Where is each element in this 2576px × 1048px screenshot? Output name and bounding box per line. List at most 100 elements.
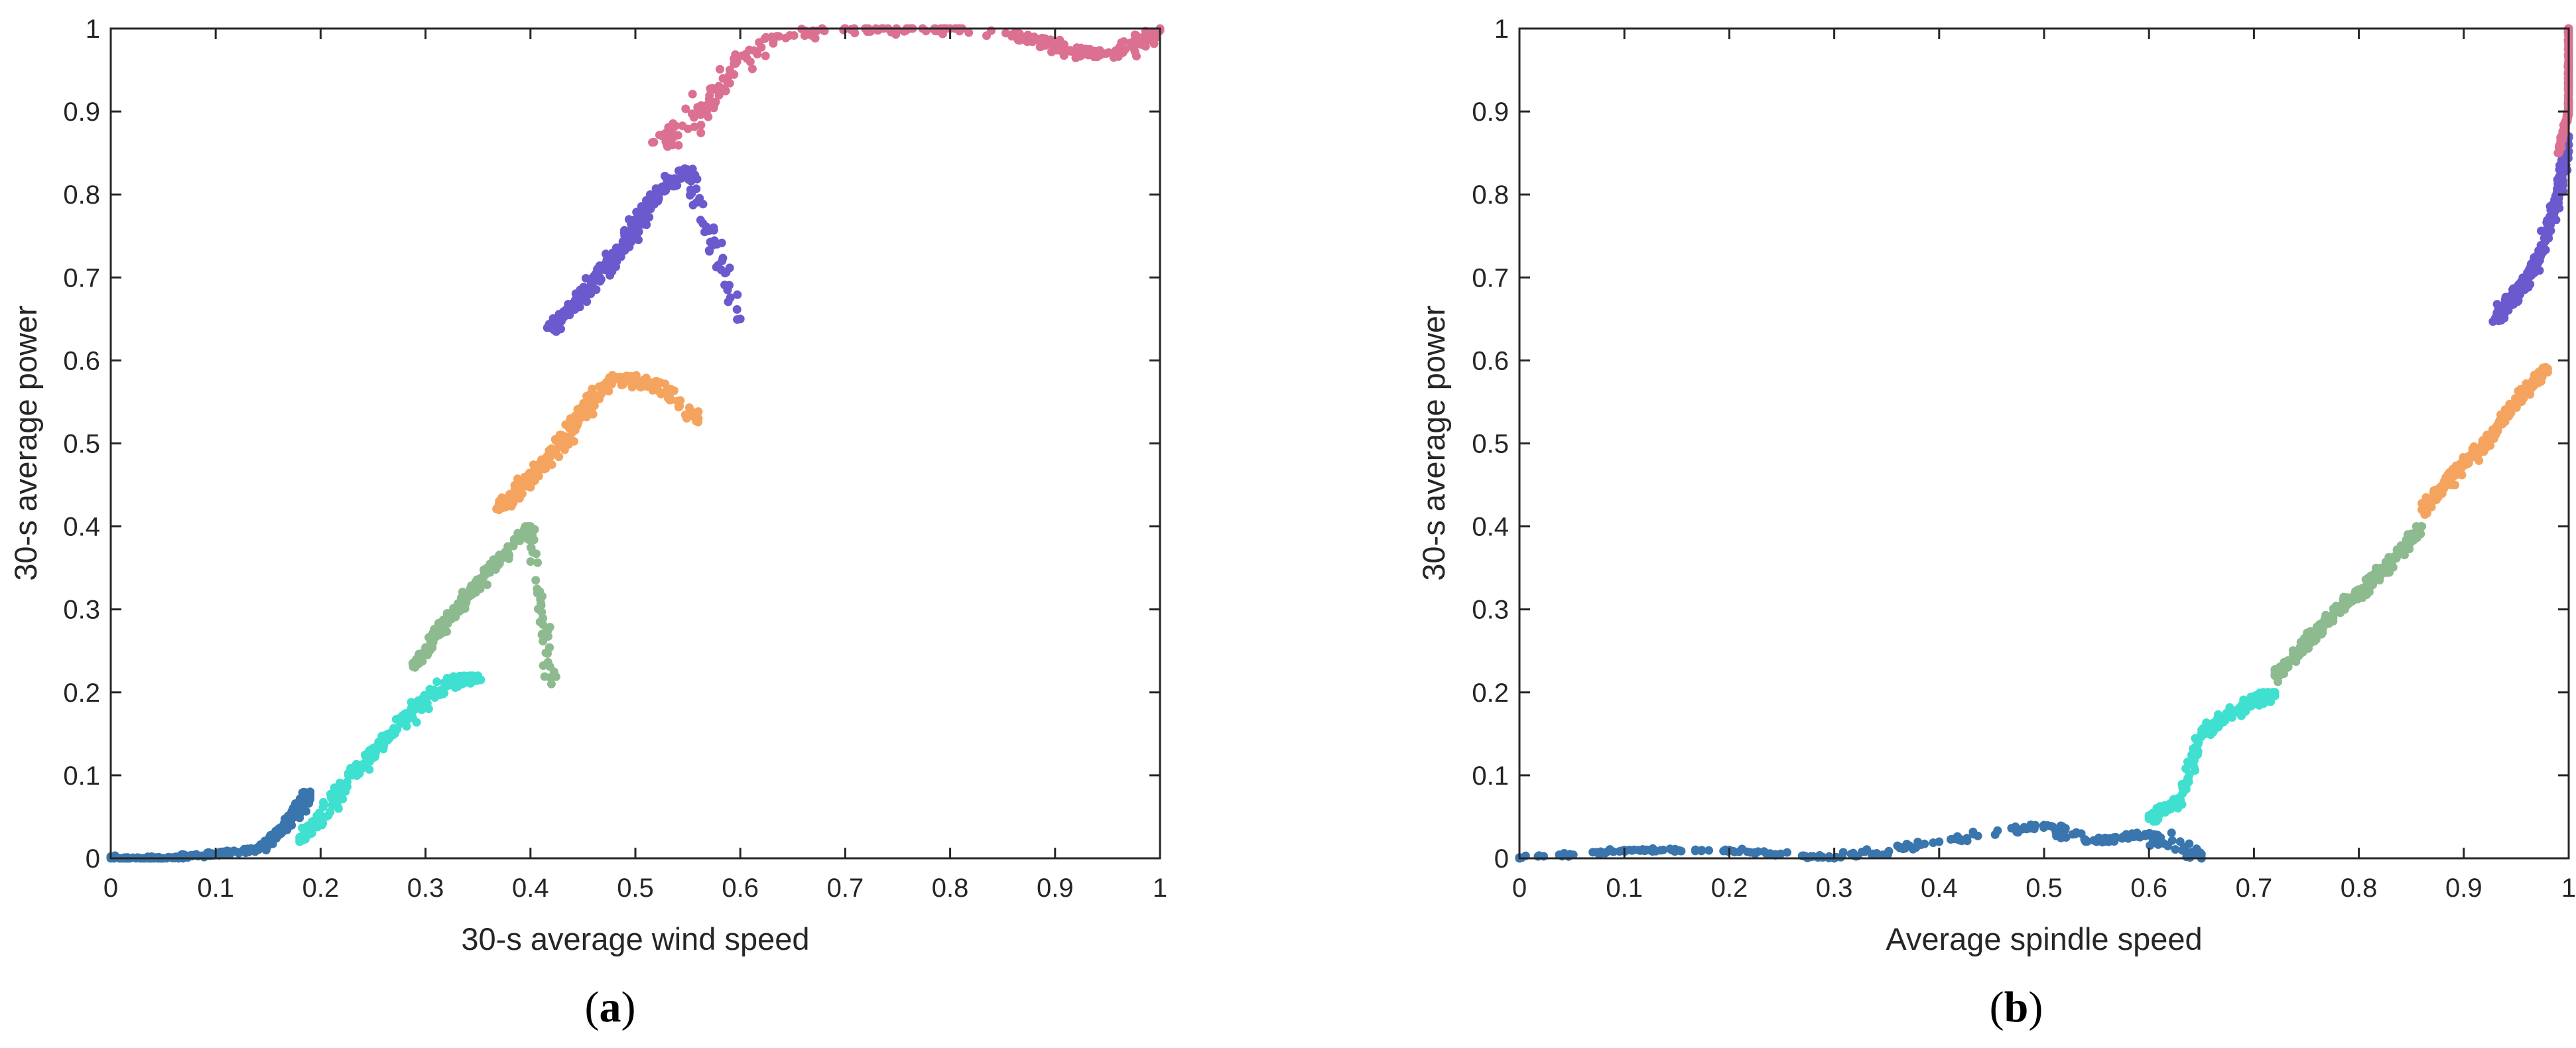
data-point: [2512, 289, 2521, 298]
data-point: [1645, 846, 1654, 854]
data-point: [652, 190, 661, 199]
panel-b-ticks: 0 0.1 0.2 0.3 0.4 0.5 0.6 0.7 0.8 0.9 1 0 0.1 0.2 0.3 0…: [1472, 15, 2576, 903]
panel-a-plot-frame: [109, 27, 1161, 860]
data-point: [546, 452, 555, 461]
data-point: [2179, 846, 2188, 855]
y-tick-label: 0.9: [1472, 98, 1509, 127]
data-point: [527, 543, 536, 553]
data-point: [2055, 832, 2065, 841]
data-point: [523, 480, 532, 490]
data-point: [704, 112, 713, 121]
data-point: [2144, 813, 2154, 821]
data-point: [761, 51, 770, 60]
data-point: [649, 200, 659, 209]
data-point: [1592, 848, 1601, 857]
data-point: [568, 425, 578, 434]
data-point: [660, 186, 669, 196]
data-point: [2427, 500, 2436, 509]
data-point: [2449, 472, 2458, 481]
data-point: [570, 296, 580, 304]
data-point: [652, 381, 661, 390]
x-tick-label: 0.2: [302, 874, 340, 903]
data-point: [2405, 545, 2414, 554]
data-point: [2503, 304, 2512, 313]
data-point: [2396, 547, 2406, 556]
data-point: [431, 629, 440, 639]
data-point: [2557, 170, 2566, 180]
data-point: [582, 297, 592, 306]
data-point: [2167, 803, 2176, 812]
data-point: [665, 395, 675, 405]
x-tick-label: 0: [103, 874, 118, 903]
y-tick-label: 0.8: [63, 180, 100, 210]
data-point: [501, 499, 510, 508]
data-point: [720, 281, 730, 290]
data-point: [592, 285, 601, 295]
data-point: [2179, 787, 2188, 796]
data-point: [2559, 125, 2569, 134]
data-point: [2466, 451, 2475, 460]
data-point: [348, 771, 357, 780]
y-tick-label: 0.7: [1472, 263, 1509, 293]
data-point: [537, 601, 546, 610]
data-point: [578, 289, 588, 298]
data-point: [501, 549, 511, 558]
data-point: [253, 846, 262, 854]
data-point: [596, 275, 606, 284]
data-point: [398, 717, 407, 726]
data-point: [2410, 529, 2419, 539]
data-point: [785, 31, 795, 40]
data-point: [608, 263, 617, 272]
data-point: [441, 616, 450, 625]
data-point: [545, 662, 554, 671]
data-point: [657, 389, 666, 399]
data-point: [2225, 706, 2234, 716]
data-point: [2545, 222, 2554, 231]
data-point: [539, 661, 548, 670]
data-point: [667, 181, 676, 190]
x-tick-label: 0: [1512, 874, 1527, 903]
data-point: [533, 558, 543, 567]
data-point: [721, 86, 730, 96]
data-point: [581, 274, 590, 283]
data-point: [681, 104, 690, 113]
data-point: [696, 128, 706, 137]
panel-b-caption-letter: b: [2004, 983, 2029, 1031]
x-tick-label: 0.1: [197, 874, 234, 903]
data-point: [684, 175, 693, 184]
data-point: [608, 248, 617, 257]
data-point: [2189, 763, 2199, 771]
data-point: [387, 728, 397, 737]
x-tick-label: 0.4: [1921, 874, 1958, 903]
y-tick-label: 0.2: [63, 679, 100, 708]
data-point: [622, 371, 631, 381]
y-tick-label: 0.4: [1472, 513, 1509, 542]
data-point: [429, 685, 438, 694]
data-point: [2548, 208, 2557, 217]
data-point: [723, 78, 732, 88]
panel-b-caption: (b): [1990, 983, 2043, 1031]
data-point: [1047, 47, 1056, 56]
data-point: [686, 185, 695, 194]
data-point: [694, 107, 703, 116]
data-point: [1029, 33, 1039, 41]
data-point: [1023, 37, 1032, 46]
x-tick-label: 0.9: [1037, 874, 1074, 903]
data-point: [2540, 239, 2548, 248]
data-point: [2480, 439, 2489, 448]
data-point: [2555, 204, 2564, 213]
data-point: [565, 433, 574, 442]
data-point: [578, 406, 588, 415]
data-point: [2520, 391, 2529, 400]
data-point: [1638, 845, 1647, 854]
data-point: [541, 464, 550, 473]
data-point: [901, 26, 911, 35]
data-point: [542, 627, 551, 636]
data-point: [526, 557, 535, 566]
y-tick-label: 0: [1494, 844, 1509, 874]
data-point: [732, 305, 741, 314]
data-point: [688, 90, 697, 99]
data-point: [2529, 265, 2538, 274]
data-point: [1801, 852, 1810, 861]
data-point: [2518, 279, 2528, 289]
